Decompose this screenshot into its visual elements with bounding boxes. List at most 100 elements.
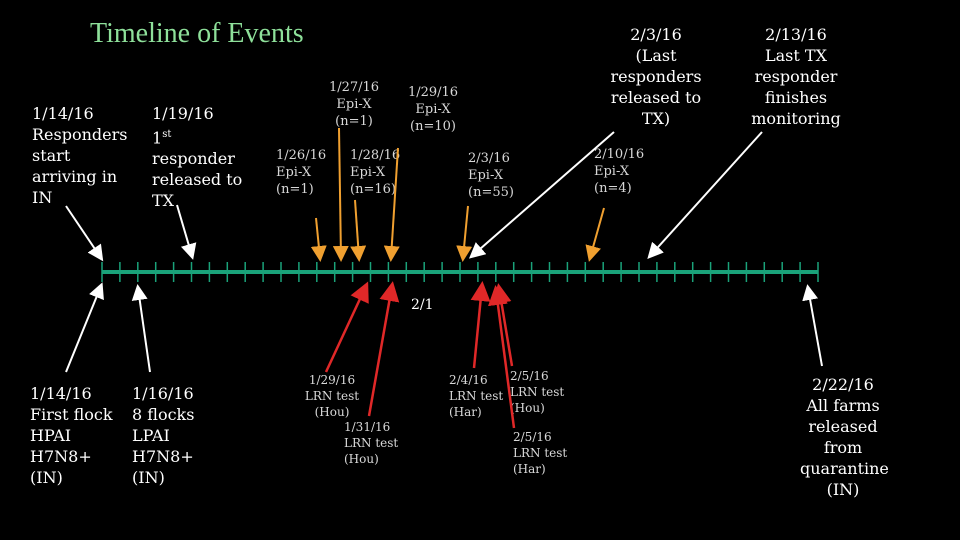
event-line: 2/10/16 (594, 147, 645, 162)
arrow-epi-0128 (350, 199, 367, 262)
event-line: LRN test (513, 446, 568, 460)
event-line: LRN test (510, 385, 565, 399)
event-line: All farms (806, 396, 880, 415)
event-line: responder (754, 67, 838, 86)
epi-0127: 1/27/16 Epi-X (n=1) (322, 79, 386, 130)
event-line: released to (610, 88, 702, 107)
arrow-eight-flocks (131, 284, 151, 373)
lrn-0129: 1/29/16 LRN test (Hou) (300, 372, 364, 420)
event-line: (IN) (826, 480, 860, 499)
event-line: start (32, 146, 71, 165)
timeline-ticks (101, 262, 819, 282)
arrow-last-released (468, 131, 615, 259)
event-last-released: 2/3/16 (Last responders released to TX) (606, 24, 706, 129)
event-quarantine-released: 2/22/16 All farms released from quaranti… (800, 374, 889, 500)
event-line: 1/29/16 (407, 85, 459, 100)
arrow-epi-0129 (383, 147, 400, 262)
axis-label-feb1: 2/1 (411, 297, 434, 313)
event-line: (Hou) (314, 405, 350, 419)
event-line: responders (610, 67, 702, 86)
arrow-lrn-0129 (324, 281, 369, 373)
event-line: LRN test (344, 436, 399, 450)
arrow-quarantine-released (802, 284, 823, 367)
superscript: st (162, 129, 172, 140)
event-line: TX) (641, 109, 671, 128)
event-line: 1/27/16 (328, 80, 380, 95)
epi-0129: 1/29/16 Epi-X (n=10) (402, 84, 464, 135)
event-line: Epi-X (336, 97, 372, 112)
event-line: LRN test (304, 389, 360, 403)
event-line: arriving in (32, 167, 118, 186)
event-first-flock: 1/14/16 First flock HPAI H7N8+ (IN) (30, 383, 113, 488)
event-line: 1/29/16 (308, 373, 356, 387)
page-title: Timeline of Events (90, 18, 304, 49)
event-line: from (823, 438, 863, 457)
event-last-finishes: 2/13/16 Last TX responder finishes monit… (744, 24, 848, 129)
event-eight-flocks: 1/16/16 8 flocks LPAI H7N8+ (IN) (132, 383, 194, 488)
event-line: Epi-X (594, 164, 630, 179)
event-line: TX (152, 191, 175, 211)
arrow-responders-start (65, 205, 104, 262)
event-line: quarantine (800, 459, 889, 478)
arrow-lrn-0205-har (488, 285, 516, 429)
event-line: 2/3/16 (630, 25, 682, 44)
arrow-epi-0203 (456, 205, 473, 262)
arrow-first-flock (65, 282, 104, 373)
lrn-0205-har: 2/5/16 LRN test (Har) (513, 429, 567, 477)
event-line: (Har) (513, 462, 546, 476)
event-line: monitoring (751, 109, 841, 128)
epi-0126: 1/26/16 Epi-X (n=1) (276, 147, 326, 198)
event-line: finishes (764, 88, 828, 107)
event-line: (Last (635, 46, 677, 65)
event-line: 2/22/16 (812, 375, 874, 394)
event-line: (Hou) (510, 401, 545, 415)
event-line: 1/19/16 (152, 104, 214, 123)
arrow-first-released (176, 204, 197, 260)
event-line: Epi-X (415, 102, 451, 117)
arrow-lrn-0131 (367, 281, 400, 417)
event-responders-start: 1/14/16 Responders start arriving in IN (32, 103, 127, 208)
event-line: (n=55) (468, 185, 514, 200)
event-line: 8 flocks (132, 405, 195, 424)
event-line: LPAI (132, 426, 170, 445)
event-line: (Har) (449, 405, 482, 419)
event-line: 2/5/16 (510, 369, 549, 383)
arrow-lrn-0204 (470, 281, 491, 369)
arrow-epi-0127 (332, 127, 349, 262)
event-line: IN (32, 188, 53, 207)
event-line: LRN test (449, 389, 504, 403)
event-line: Last TX (765, 46, 827, 65)
event-first-released: 1/19/16 1st responder released to TX (152, 103, 242, 211)
event-line: 2/5/16 (513, 430, 552, 444)
event-line: (n=16) (350, 182, 396, 197)
event-line: (n=10) (410, 119, 456, 134)
event-line: 1/14/16 (32, 104, 94, 123)
event-line: released (808, 417, 878, 436)
event-line: First flock (30, 405, 113, 424)
event-line: (n=4) (594, 181, 632, 196)
event-line: 1/28/16 (350, 148, 401, 163)
epi-0203: 2/3/16 Epi-X (n=55) (468, 150, 514, 201)
event-line: (n=1) (335, 114, 373, 129)
event-line: (IN) (30, 468, 63, 487)
event-line: 1st (152, 128, 172, 148)
event-line: 2/3/16 (468, 151, 510, 166)
event-line: responder (152, 149, 235, 169)
event-line: 2/13/16 (765, 25, 827, 44)
event-line: 1/31/16 (344, 420, 391, 434)
event-line: H7N8+ (132, 447, 194, 466)
event-line: 2/4/16 (449, 373, 488, 387)
event-line: Epi-X (276, 165, 312, 180)
arrow-last-finishes (647, 131, 763, 259)
arrow-epi-0126 (310, 217, 327, 262)
event-line: 1/16/16 (132, 384, 194, 403)
lrn-0204: 2/4/16 LRN test (Har) (449, 372, 503, 420)
event-line: Epi-X (350, 165, 386, 180)
event-line: 1/14/16 (30, 384, 92, 403)
event-line: (IN) (132, 468, 165, 487)
event-line: (Hou) (344, 452, 379, 466)
lrn-0131: 1/31/16 LRN test (Hou) (344, 419, 398, 467)
epi-0210: 2/10/16 Epi-X (n=4) (594, 146, 644, 197)
event-line: HPAI (30, 426, 72, 445)
